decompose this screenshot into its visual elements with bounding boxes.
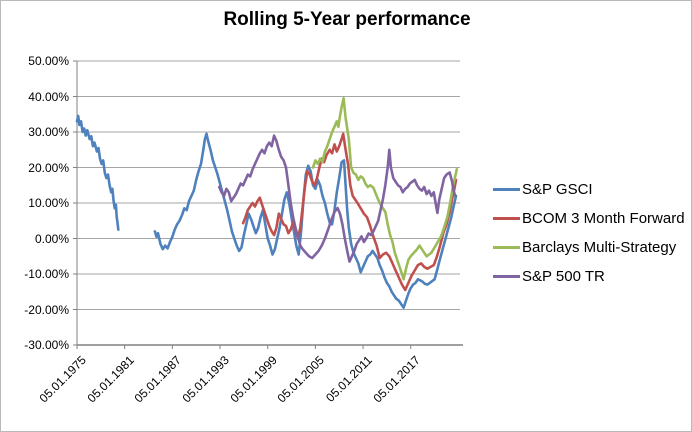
legend-line-marker <box>493 188 520 191</box>
legend-line-marker <box>493 217 520 220</box>
series-line-s-p-500-tr <box>217 134 457 263</box>
series-line-bcom-3-month-forward <box>241 132 458 292</box>
y-axis-tick-label: -10.00% <box>24 267 69 281</box>
y-axis-tick-label: 0.00% <box>34 231 69 246</box>
y-axis-tick-label: 30.00% <box>28 125 69 139</box>
legend-item: Barclays Multi-Strategy <box>493 233 685 262</box>
legend-label: BCOM 3 Month Forward <box>522 210 685 227</box>
legend-label: S&P 500 TR <box>522 268 605 285</box>
legend-item: S&P 500 TR <box>493 262 685 291</box>
chart-title: Rolling 5-Year performance <box>223 9 471 30</box>
y-axis-tick-label: 20.00% <box>28 160 69 175</box>
y-axis-tick-label: 10.00% <box>28 196 69 210</box>
series-line-s-p-gsci <box>75 114 120 231</box>
y-axis-tick-label: 50.00% <box>28 54 69 68</box>
legend-label: Barclays Multi-Strategy <box>522 239 677 256</box>
y-axis-tick-label: 40.00% <box>28 89 69 104</box>
legend-line-marker <box>493 275 520 278</box>
legend-item: BCOM 3 Month Forward <box>493 204 685 233</box>
legend-label: S&P GSCI <box>522 181 593 198</box>
legend-line-marker <box>493 246 520 249</box>
series-line-s-p-gsci <box>153 132 458 310</box>
y-axis-tick-label: -30.00% <box>24 338 69 352</box>
legend: S&P GSCI BCOM 3 Month Forward Barclays Mul… <box>493 175 685 291</box>
y-axis-tick-label: -20.00% <box>24 302 69 317</box>
legend-item: S&P GSCI <box>493 175 685 204</box>
